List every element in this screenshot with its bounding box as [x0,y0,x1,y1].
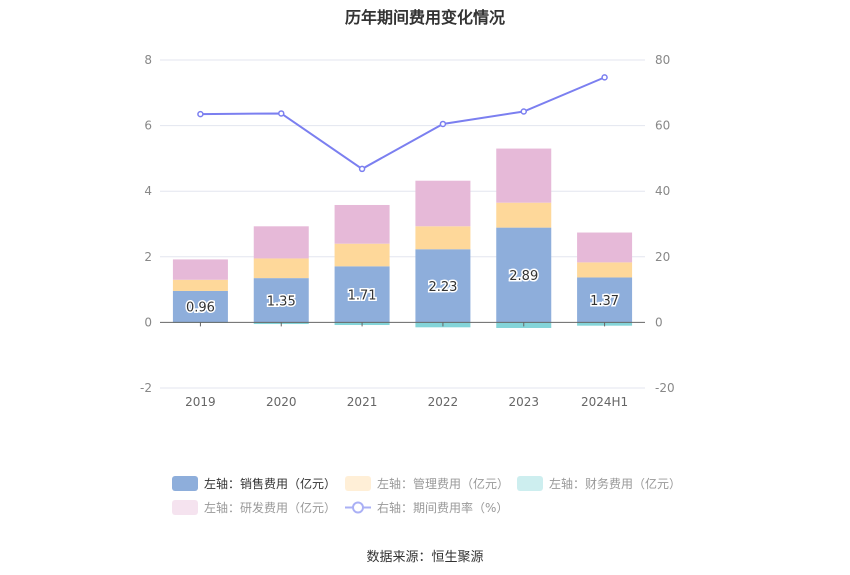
legend-label: 右轴：期间费用率（%） [377,501,509,515]
data-source: 数据来源：恒生聚源 [366,550,484,565]
right-tick-label: 40 [655,184,670,198]
bar-segment [172,290,228,323]
x-tick-label: 2021 [347,395,378,409]
left-tick-label: 2 [144,250,152,264]
legend-label: 左轴：财务费用（亿元） [549,477,682,491]
legend-item[interactable]: 右轴：期间费用率（%） [345,499,508,516]
chart-title: 历年期间费用变化情况 [344,8,505,27]
bar-data-label: 1.37 [590,294,619,309]
bar-data-label: 2.89 [509,269,538,284]
bar-segment [496,227,552,323]
bar-segment [253,226,309,259]
line-point [601,74,608,81]
legend-swatch-icon [345,501,371,514]
left-tick-label: -2 [140,381,152,395]
legend-item[interactable]: 左轴：研发费用（亿元） [172,499,336,516]
legend-label: 左轴：研发费用（亿元） [204,501,337,515]
legend-label: 左轴：销售费用（亿元） [204,477,337,491]
x-tick-label: 2019 [185,395,216,409]
x-tick-label: 2022 [428,395,459,409]
bar-segment [415,180,471,227]
legend-item[interactable]: 左轴：管理费用（亿元） [345,475,509,492]
bar-segment [334,204,390,244]
bar-segment [253,278,309,323]
right-tick-label: -20 [655,381,675,395]
right-tick-label: 60 [655,119,670,133]
legend-item[interactable]: 左轴：销售费用（亿元） [172,475,336,492]
right-tick-label: 20 [655,250,670,264]
right-tick-label: 0 [655,315,663,329]
bar-segment [334,266,390,323]
line-point [439,120,447,128]
legend-swatch-icon [172,500,198,515]
line-series [200,76,605,171]
bar-data-label: 1.35 [267,294,296,309]
line-point [197,110,204,118]
bar-data-label: 0.96 [186,301,215,316]
bar-segment [577,277,633,323]
left-tick-label: 4 [144,184,152,198]
bar-data-label: 1.71 [348,288,377,303]
bar-data-label: 2.23 [428,280,457,295]
chart-plot: -2 -20 0 0 2 20 4 40 6 60 8 80 0.96 2019 1.35 2020 1.71 2… [140,53,675,409]
legend-swatch-icon [172,476,198,491]
left-tick-label: 6 [144,119,152,133]
bar-segment [334,243,390,267]
bar-segment [415,226,471,250]
line-point [358,165,366,173]
bar-segment [415,249,471,323]
legend-item[interactable]: 左轴：财务费用（亿元） [517,475,681,492]
bar-segment [496,148,552,203]
legend-label: 左轴：管理费用（亿元） [377,477,510,491]
right-tick-label: 80 [655,53,670,67]
legend-swatch-icon [517,476,543,491]
bar-segment [577,262,633,278]
x-tick-label: 2020 [266,395,297,409]
bar-segment [496,202,552,228]
bar-segment [253,258,309,279]
line-point [278,110,285,117]
line-point [520,108,527,115]
bar-segment [577,232,633,263]
x-tick-label: 2024H1 [581,395,628,409]
x-tick-label: 2023 [508,395,539,409]
bar-segment [172,259,228,280]
bar-segment [172,279,228,291]
legend-swatch-icon [345,476,371,491]
left-tick-label: 8 [144,53,152,67]
left-tick-label: 0 [144,315,152,329]
